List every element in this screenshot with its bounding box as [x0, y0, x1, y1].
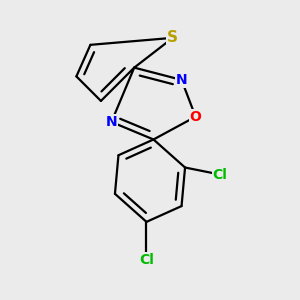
Text: Cl: Cl	[139, 254, 154, 267]
Text: N: N	[106, 115, 117, 129]
Text: Cl: Cl	[213, 167, 227, 182]
Text: S: S	[167, 30, 178, 45]
Text: N: N	[176, 73, 188, 87]
Text: O: O	[190, 110, 202, 124]
